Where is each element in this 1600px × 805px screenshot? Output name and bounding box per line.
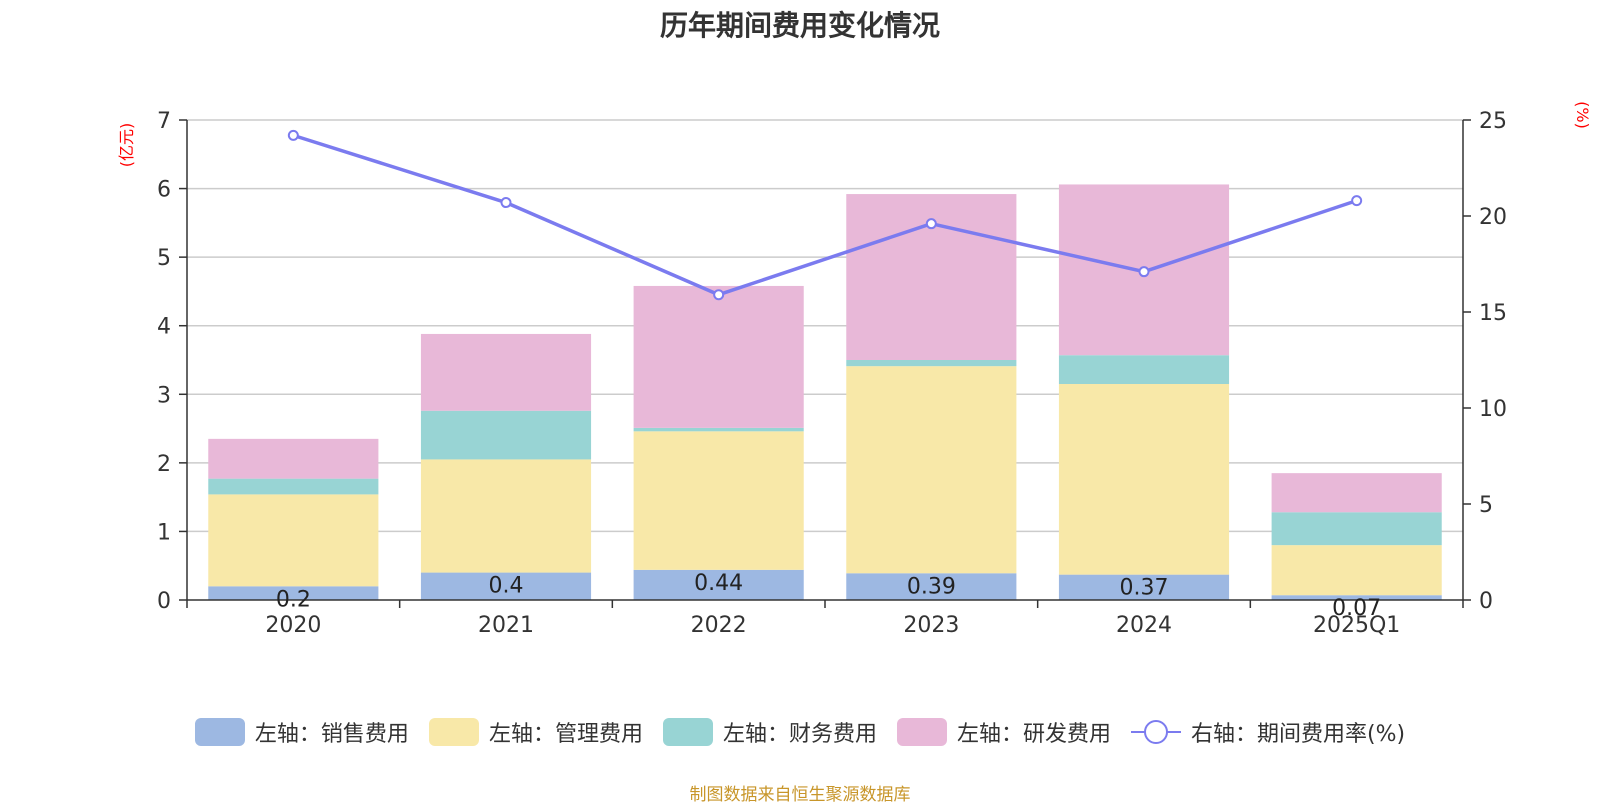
legend-label-rnd: 左轴：研发费用 <box>956 722 1111 747</box>
data-label-sales: 0.07 <box>1332 596 1381 621</box>
chart-canvas: 0 1 2 3 4 5 6 7 0 5 10 15 20 25 (亿元) (%) 2020 2021 2022 202… <box>117 101 1592 638</box>
bar-finance-2025Q1 <box>1271 512 1442 546</box>
bar-admin-2022 <box>633 431 804 570</box>
data-label-sales: 0.4 <box>489 574 524 599</box>
bar-finance-2023 <box>846 360 1017 367</box>
right-axis-unit: (%) <box>1573 101 1592 129</box>
right-axis-tick-label: 15 <box>1479 301 1507 326</box>
x-axis-tick-label: 2023 <box>903 613 959 638</box>
bar-finance-2022 <box>633 427 804 432</box>
right-axis-tick-label: 20 <box>1479 205 1507 230</box>
left-axis-tick-label: 2 <box>157 452 171 477</box>
left-axis-tick-label: 6 <box>157 178 171 203</box>
x-axis-tick-label: 2020 <box>265 613 321 638</box>
right-axis-tick-label: 10 <box>1479 397 1507 422</box>
left-axis-unit: (亿元) <box>117 123 136 168</box>
left-axis-tick-label: 4 <box>157 315 171 340</box>
legend-swatch-rnd <box>896 718 947 746</box>
right-axis-tick-label: 0 <box>1479 589 1493 614</box>
bar-admin-2021 <box>420 459 592 573</box>
bar-admin-2024 <box>1058 384 1230 575</box>
left-axis-tick-label: 5 <box>157 246 171 271</box>
bar-sales-2021 <box>420 572 592 600</box>
legend-item-finance[interactable]: 左轴：财务费用 <box>662 716 877 748</box>
legend-swatch-finance <box>662 718 713 746</box>
legend-label-admin: 左轴：管理费用 <box>488 722 643 747</box>
legend-item-admin[interactable]: 左轴：管理费用 <box>428 716 643 748</box>
source-note: 制图数据来自恒生聚源数据库 <box>689 785 911 805</box>
left-axis-tick-label: 0 <box>157 589 171 614</box>
rate-line <box>292 133 1358 297</box>
rate-point-2023 <box>925 218 937 230</box>
chart-title: 历年期间费用变化情况 <box>659 9 940 42</box>
data-label-sales: 0.37 <box>1120 576 1169 601</box>
bar-sales-2023 <box>846 573 1017 600</box>
bar-admin-2023 <box>846 366 1017 574</box>
legend-item-rnd[interactable]: 左轴：研发费用 <box>896 716 1111 748</box>
legend-line-marker-icon <box>1130 718 1181 746</box>
bar-admin-2020 <box>208 494 379 587</box>
x-axis-tick-label: 2025Q1 <box>1313 613 1400 638</box>
bar-sales-2022 <box>633 569 804 600</box>
bar-rnd-2021 <box>420 333 592 411</box>
legend-label-finance: 左轴：财务费用 <box>722 722 877 747</box>
legend-item-sales[interactable]: 左轴：销售费用 <box>194 716 409 748</box>
x-axis-tick-label: 2022 <box>691 613 747 638</box>
legend: 左轴：销售费用 左轴：管理费用 左轴：财务费用 左轴：研发费用 右轴：期间费用率… <box>0 716 1600 748</box>
left-axis-tick-label: 1 <box>157 520 171 545</box>
legend-label-sales: 左轴：销售费用 <box>254 722 409 747</box>
right-axis-tick-label: 25 <box>1479 109 1507 134</box>
rate-point-2021 <box>500 197 512 209</box>
bar-finance-2020 <box>208 478 379 495</box>
left-axis-tick-label: 3 <box>157 383 171 408</box>
bar-finance-2021 <box>420 410 592 460</box>
data-label-sales: 0.44 <box>694 571 743 596</box>
rate-point-2025Q1 <box>1351 195 1363 207</box>
right-axis-tick-label: 5 <box>1479 493 1493 518</box>
left-axis-tick-label: 7 <box>157 109 171 134</box>
data-label-sales: 0.2 <box>276 587 311 612</box>
bar-rnd-2020 <box>208 438 379 479</box>
bar-rnd-2025Q1 <box>1271 473 1442 513</box>
legend-swatch-sales <box>194 718 245 746</box>
legend-label-rate: 右轴：期间费用率(%) <box>1190 722 1406 747</box>
x-axis-tick-label: 2021 <box>478 613 534 638</box>
rate-point-2024 <box>1138 266 1150 278</box>
rate-point-2022 <box>713 289 725 301</box>
bar-sales-2025Q1 <box>1271 595 1442 600</box>
bar-admin-2025Q1 <box>1271 545 1442 596</box>
data-label-sales: 0.39 <box>907 574 956 599</box>
rate-point-2020 <box>287 129 299 141</box>
bar-sales-2024 <box>1058 574 1230 600</box>
bar-sales-2020 <box>208 586 379 600</box>
bar-rnd-2022 <box>633 285 804 428</box>
legend-item-rate[interactable]: 右轴：期间费用率(%) <box>1130 716 1406 748</box>
legend-swatch-admin <box>428 718 479 746</box>
bar-finance-2024 <box>1058 355 1230 384</box>
x-axis-tick-label: 2024 <box>1116 613 1172 638</box>
